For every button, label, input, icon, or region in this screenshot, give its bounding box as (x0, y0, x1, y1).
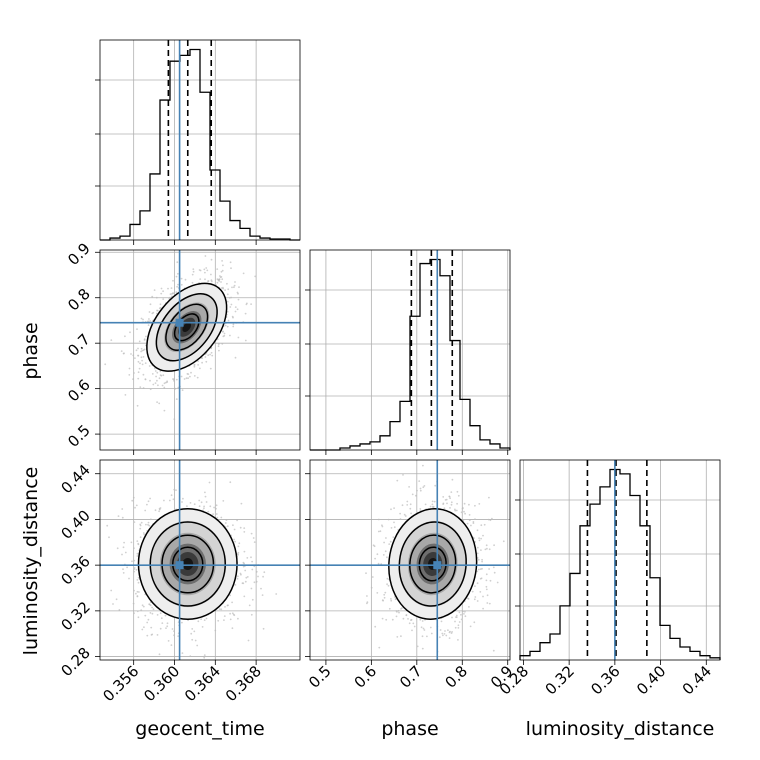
panel-border (309, 249, 511, 451)
contour-line (409, 534, 457, 594)
panel-content (100, 250, 300, 450)
panel-border (519, 459, 721, 661)
truth-marker (175, 561, 184, 570)
x-axis-label-0: geocent_time (135, 718, 264, 740)
axis-labels: geocent_time phase luminosity_distance p… (20, 322, 714, 740)
y-axis-label-1: phase (20, 322, 42, 379)
truth-marker (175, 318, 184, 327)
x-tick-label: 0.368 (222, 662, 265, 705)
y-tick-label: 0.5 (64, 421, 94, 451)
contour-line (146, 282, 228, 372)
panel-border (309, 459, 511, 661)
x-axis-label-2: luminosity_distance (526, 718, 715, 740)
contour-line (155, 293, 218, 362)
contour-line (388, 508, 478, 620)
truth-marker (433, 561, 442, 570)
panel-background (520, 460, 720, 660)
contour-line (161, 534, 215, 594)
x-tick-label: 0.7 (396, 662, 426, 692)
panel-hist-phase (305, 249, 511, 455)
x-tick-label: 0.40 (633, 662, 669, 698)
panel-content (310, 460, 510, 660)
contour-line (149, 521, 227, 607)
panel-pair-geocent_time-phase: 0.5 0.6 0.7 0.8 0.9 (64, 239, 301, 455)
x-tick-label: 0.8 (442, 662, 472, 692)
contour-line (172, 546, 204, 582)
panel-border (99, 249, 301, 451)
x-tick-label: 0.32 (542, 662, 578, 698)
x-tick-label: 0.360 (140, 662, 183, 705)
panel-pair-phase-luminosity_distance: 0.5 0.6 0.7 0.8 0.9 (305, 459, 517, 692)
y-tick-label: 0.44 (57, 461, 93, 497)
density-level (182, 558, 194, 570)
y-axis-label-2: luminosity_distance (20, 467, 42, 656)
y-tick-label: 0.32 (57, 598, 93, 634)
x-tick-label: 0.6 (351, 662, 381, 692)
contour-line (137, 508, 238, 620)
x-tick-label: 0.44 (679, 662, 715, 698)
panel-hist-luminosity_distance: 0.28 0.32 0.36 0.40 0.44 (496, 459, 721, 698)
panel-border (99, 459, 301, 661)
histogram-step (100, 48, 300, 241)
y-tick-label: 0.7 (64, 330, 94, 360)
panel-border (99, 39, 301, 241)
x-tick-label: 0.5 (305, 662, 335, 692)
panel-content (100, 460, 300, 660)
y-tick-label: 0.9 (64, 239, 94, 269)
x-tick-label: 0.36 (587, 662, 623, 698)
histogram-step (519, 468, 721, 660)
density-level (182, 322, 192, 333)
y-tick-label: 0.8 (64, 285, 94, 315)
x-tick-label: 0.356 (99, 662, 142, 705)
panel-hist-geocent_time (95, 39, 301, 245)
x-tick-label: 0.364 (181, 662, 224, 705)
y-tick-label: 0.40 (57, 507, 93, 543)
contour-line (165, 303, 209, 351)
y-tick-label: 0.36 (57, 552, 93, 588)
x-axis-label-1: phase (381, 718, 438, 740)
y-tick-label: 0.28 (57, 644, 93, 680)
histogram-step (310, 258, 511, 451)
y-tick-label: 0.6 (64, 376, 94, 406)
panels: 0.28 0.32 0.36 0.40 0.440.50.60.70.80.90.356… (57, 39, 721, 705)
